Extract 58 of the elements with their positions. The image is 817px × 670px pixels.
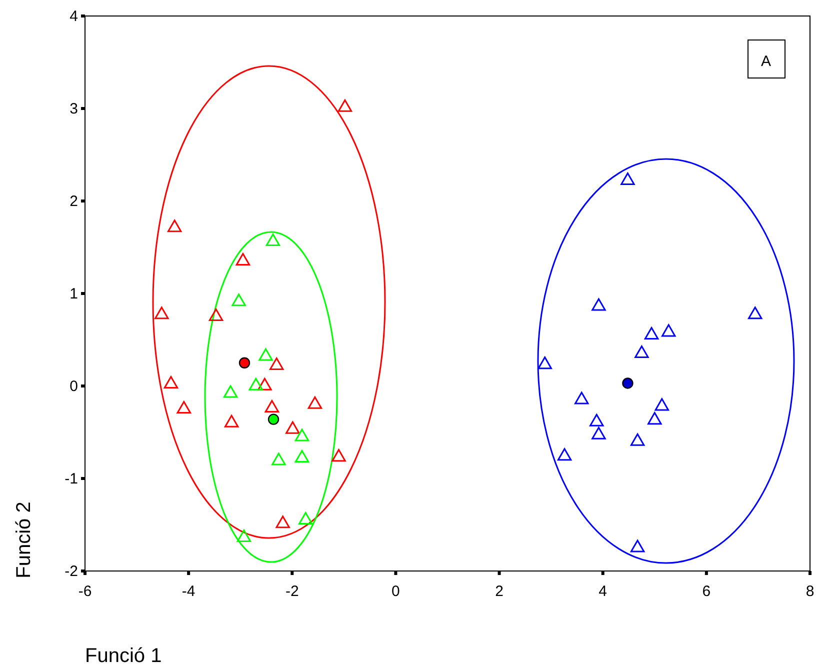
- point: [264, 400, 280, 413]
- x-tick-label: 0: [392, 583, 400, 600]
- y-tick-label: -2: [64, 562, 78, 580]
- point: [298, 512, 313, 524]
- point: [266, 234, 280, 246]
- point: [644, 326, 659, 340]
- y-tick-label: 2: [70, 192, 78, 210]
- point: [654, 398, 669, 411]
- y-tick-label: 1: [70, 285, 78, 302]
- point: [286, 421, 300, 434]
- point: [574, 392, 589, 404]
- point: [154, 306, 169, 320]
- x-tick-label: -4: [182, 583, 196, 600]
- x-tick-label: 4: [598, 583, 608, 600]
- point: [592, 426, 606, 440]
- x-tick-label: -6: [78, 583, 92, 600]
- annotation: A: [760, 53, 772, 70]
- point: [208, 308, 224, 321]
- point: [272, 452, 286, 466]
- x-tick-label: 2: [495, 583, 504, 600]
- point: [630, 540, 645, 552]
- point: [236, 530, 252, 542]
- point: [294, 428, 310, 442]
- point: [223, 385, 238, 398]
- point: [294, 450, 310, 462]
- point: [538, 356, 552, 370]
- point: [592, 298, 606, 311]
- y-tick-label: -1: [64, 470, 78, 488]
- point: [338, 99, 352, 112]
- x-tick-label: -2: [285, 583, 299, 600]
- point: [634, 345, 649, 358]
- point: [648, 412, 662, 425]
- point: [236, 252, 250, 266]
- point: [748, 306, 762, 320]
- point: [167, 220, 182, 232]
- x-tick-label: 8: [806, 583, 814, 600]
- y-axis-title: Funció 2: [13, 502, 35, 578]
- point: [224, 414, 239, 428]
- point: [276, 516, 290, 528]
- point: [258, 348, 273, 361]
- x-tick-label: 6: [702, 583, 711, 600]
- point: [557, 448, 572, 461]
- point: [270, 357, 284, 370]
- y-tick-label: 4: [70, 8, 78, 25]
- point: [308, 396, 322, 409]
- point: [630, 433, 645, 446]
- y-tick-label: 3: [70, 100, 78, 118]
- point: [332, 449, 346, 462]
- point: [620, 172, 635, 185]
- point: [248, 378, 263, 390]
- x-axis-title: Funció 1: [85, 645, 162, 667]
- point: [176, 400, 192, 414]
- point: [258, 378, 272, 390]
- point: [232, 294, 246, 306]
- y-tick-label: 0: [70, 378, 78, 395]
- point: [590, 414, 604, 426]
- point: [662, 324, 676, 337]
- point: [164, 376, 178, 388]
